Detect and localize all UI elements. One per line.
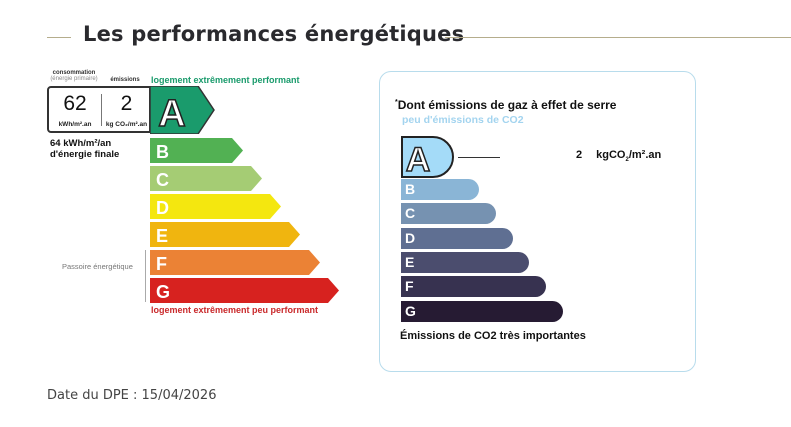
ges-value: 2 kgCO2/m².an: [576, 149, 661, 163]
dpe-class-b-bar: B: [150, 138, 243, 163]
svg-text:E: E: [156, 226, 168, 246]
ges-title-text: Dont émissions de gaz à effet de serre: [397, 98, 617, 112]
ges-unit-sub: 2: [625, 157, 629, 164]
consumption-value: 62: [63, 92, 87, 115]
dpe-class-a-letter: A: [158, 93, 185, 134]
dpe-class-g-bar: G: [150, 278, 339, 303]
page-title: Les performances énergétiques: [83, 22, 465, 46]
ges-class-f-bar: F: [401, 276, 546, 297]
emissions-unit: kg CO₂/m².an: [105, 121, 148, 128]
ges-class-d-bar: D: [401, 228, 513, 249]
svg-text:F: F: [156, 254, 167, 274]
dpe-date: Date du DPE : 15/04/2026: [47, 388, 217, 403]
ges-class-e-bar: E: [401, 252, 529, 273]
dpe-class-d-bar: D: [150, 194, 281, 219]
ges-unit-suffix: /m².an: [628, 149, 662, 161]
ges-unit: kgCO2/m².an: [596, 149, 662, 164]
ges-class-b-bar: B: [401, 179, 479, 200]
emissions-value: 2: [120, 92, 133, 115]
dpe-values-box: 62 kWh/m².an 2 kg CO₂/m².an: [47, 86, 151, 133]
consumption-header: consommation (énergie primaire): [47, 70, 101, 82]
ges-value-number: 2: [576, 149, 583, 161]
ges-class-g-bar: G: [401, 301, 563, 322]
svg-text:B: B: [156, 142, 169, 162]
title-divider-right: [445, 37, 791, 38]
passoire-bracket: [145, 250, 146, 302]
consumption-label: consommation: [52, 70, 96, 76]
emissions-header: émissions: [110, 77, 140, 83]
dpe-class-e-bar: E: [150, 222, 300, 247]
dpe-class-a-arrow: A: [150, 86, 215, 134]
final-energy: 64 kWh/m²/an d'énergie finale: [50, 138, 119, 160]
box-divider: [101, 94, 102, 126]
consumption-unit: kWh/m².an: [58, 121, 92, 128]
top-performance-label: logement extrêmement performant: [151, 75, 300, 85]
ges-connector-line: [458, 157, 500, 158]
consumption-sub-label: (énergie primaire): [50, 76, 98, 82]
ges-class-c-bar: C: [401, 203, 496, 224]
passoire-label: Passoire énergétique: [62, 262, 133, 271]
dpe-class-c-bar: C: [150, 166, 262, 191]
dpe-class-f-bar: F: [150, 250, 320, 275]
ges-unit-prefix: kgCO: [596, 149, 626, 161]
ges-footer-label: Émissions de CO2 très importantes: [400, 330, 586, 342]
title-divider-left: [47, 37, 71, 38]
svg-text:G: G: [156, 282, 170, 302]
bottom-performance-label: logement extrêmement peu performant: [151, 305, 319, 315]
ges-title: *Dont émissions de gaz à effet de serre: [395, 98, 616, 112]
ges-title-marker: *: [395, 99, 398, 106]
final-energy-label: d'énergie finale: [50, 149, 120, 160]
ges-class-a-marker: A: [401, 136, 454, 178]
ges-panel: *Dont émissions de gaz à effet de serre …: [379, 71, 696, 372]
svg-text:A: A: [406, 141, 431, 178]
svg-text:D: D: [156, 198, 169, 218]
svg-text:C: C: [156, 170, 169, 190]
section-header: Les performances énergétiques: [47, 22, 791, 52]
ges-subtitle: peu d'émissions de CO2: [402, 114, 524, 126]
final-energy-value: 64 kWh/m²/an: [50, 138, 112, 149]
